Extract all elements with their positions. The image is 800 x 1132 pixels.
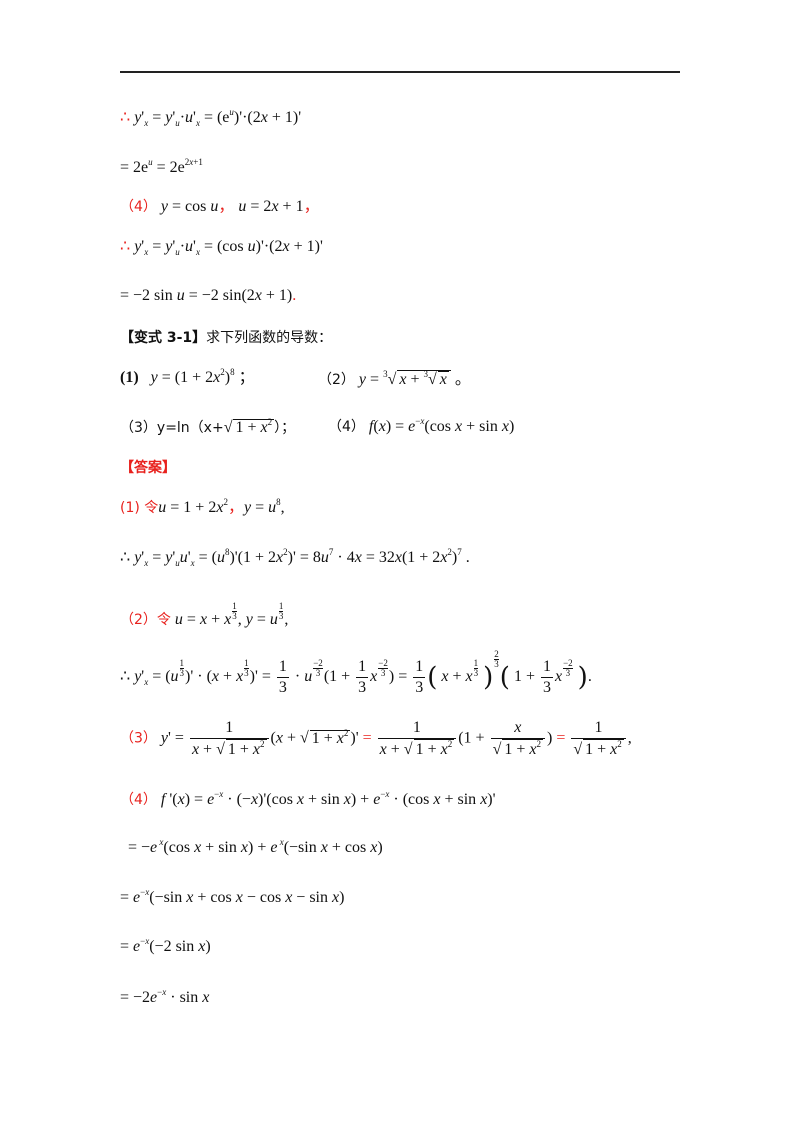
step-label: （4）: [120, 199, 157, 215]
variant-heading: 【变式 3-1】求下列函数的导数：: [120, 331, 332, 345]
solution-line-5: = −2 sin u = −2 sin(2x + 1).: [120, 287, 297, 304]
answer-4-line-1: （4） f '(x) = e−x · (−x)'(cos x + sin x) …: [120, 789, 496, 808]
answer-1-label: (1) 令: [120, 500, 159, 516]
solution-line-4: ∴ y'x = y'u·u'x = (cos u)'·(2x + 1)': [120, 238, 323, 257]
problem-1: (1) y = (1 + 2x2)8 ；: [120, 367, 255, 386]
answer-heading: 【答案】: [120, 460, 176, 476]
problem-1-label: (1): [120, 369, 139, 386]
variant-instruction: 求下列函数的导数：: [206, 330, 333, 346]
answer-3-label: （3）: [120, 730, 157, 747]
therefore-symbol: ∴: [120, 238, 131, 255]
therefore-symbol: ∴: [120, 109, 131, 126]
problem-2: （2） y = 3√ x + 3√ x 。: [318, 369, 471, 388]
solution-line-3: （4） y = cos u， u = 2x + 1，: [120, 198, 320, 215]
answer-4-line-3: = e−x(−sin x + cos x − cos x − sin x): [120, 887, 345, 906]
period: .: [292, 287, 297, 304]
problem-4-label: （4）: [328, 419, 365, 435]
answer-1-setup: (1) 令u = 1 + 2x2，y = u8,: [120, 497, 285, 516]
header-rule: [120, 71, 680, 73]
problem-2-label: （2）: [318, 372, 355, 388]
answer-4-line-4: = e−x(−2 sin x): [120, 936, 211, 955]
answer-4-line-2: = −e x(cos x + sin x) + e x(−sin x + cos…: [128, 837, 383, 856]
problem-3: （3）y=ln（x+√ 1 + x2）；: [120, 417, 296, 436]
solution-line-2: = 2eu = 2e2x+1: [120, 157, 203, 176]
answer-4-label: （4）: [120, 792, 157, 808]
answer-1-derivative: ∴ y'x = y'uu'x = (u8)'(1 + 2x2)' = 8u7 ·…: [120, 547, 470, 568]
variant-label: 【变式 3-1】: [120, 330, 207, 346]
answer-4-line-5: = −2e−x · sin x: [120, 987, 210, 1006]
answer-2-label: （2）令: [120, 612, 171, 628]
problem-4: （4） f(x) = e−x(cos x + sin x): [328, 416, 515, 435]
solution-line-1: ∴ y'x = y'u·u'x = (eu)'·(2x + 1)': [120, 107, 302, 128]
